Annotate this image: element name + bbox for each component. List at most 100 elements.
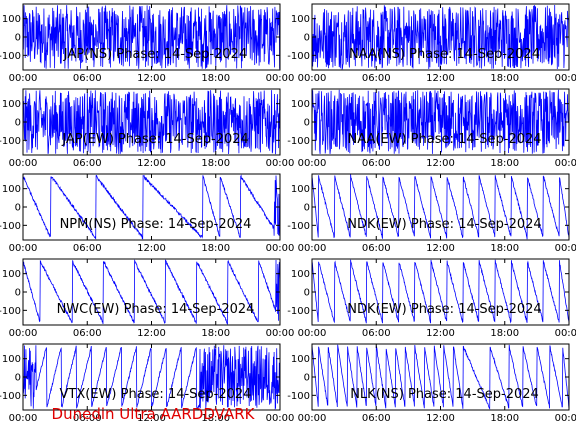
panel-title: NLK(NS) Phase: 14-Sep-2024 (350, 387, 539, 402)
y-tick-label: 100 (2, 14, 21, 25)
footer-credit: Dunedin Ultra AARDDVARK (52, 405, 256, 423)
x-tick-label: 06:00 (362, 243, 391, 254)
x-tick-label: 18:00 (490, 413, 519, 424)
phase-series-line (312, 174, 569, 240)
x-tick-label: 18:00 (201, 413, 230, 424)
y-tick-label: 0 (304, 118, 310, 129)
y-tick-label: -100 (0, 391, 21, 402)
y-tick-label: 100 (291, 354, 310, 365)
x-tick-label: 00:00 (555, 328, 576, 339)
phase-series-line (312, 344, 569, 410)
x-tick-label: 06:00 (362, 158, 391, 169)
y-tick-label: 0 (15, 118, 21, 129)
x-tick-label: 00:00 (266, 73, 295, 84)
x-tick-label: 00:00 (298, 413, 327, 424)
chart-panel-4: 100 0 -100 00:00 06:00 12:00 18:00 00:00 NAA(EW)… (287, 88, 576, 169)
phase-series-line (312, 4, 569, 70)
panel-title: NPM(NS) Phase: 14-Sep-2024 (60, 217, 252, 232)
x-tick-label: 06:00 (362, 73, 391, 84)
x-tick-label: 12:00 (137, 243, 166, 254)
chart-panel-5: 100 0 -100 00:00 06:00 12:00 18:00 00:00 NPM(NS)… (0, 173, 295, 254)
x-tick-label: 12:00 (137, 413, 166, 424)
panel-title: NAA(EW) Phase: 14-Sep-2024 (347, 132, 541, 147)
y-tick-label: 0 (304, 33, 310, 44)
y-tick-label: -100 (287, 136, 310, 147)
x-tick-label: 00:00 (266, 243, 295, 254)
x-tick-label: 00:00 (555, 413, 576, 424)
y-tick-label: 0 (304, 288, 310, 299)
x-tick-label: 12:00 (137, 328, 166, 339)
x-tick-label: 12:00 (426, 158, 455, 169)
y-tick-label: 0 (15, 373, 21, 384)
y-tick-label: -100 (287, 391, 310, 402)
y-tick-label: 100 (2, 269, 21, 280)
x-tick-label: 12:00 (426, 413, 455, 424)
x-tick-label: 12:00 (137, 73, 166, 84)
chart-panel-6: 100 0 -100 00:00 06:00 12:00 18:00 00:00 NDK(EW)… (287, 173, 576, 254)
y-tick-label: 100 (291, 184, 310, 195)
panel-title: VTX(EW) Phase: 14-Sep-2024 (60, 387, 252, 402)
y-tick-label: -100 (0, 306, 21, 317)
chart-panel-9: 100 0 -100 00:00 06:00 12:00 18:00 00:00 VTX(EW)… (0, 343, 295, 424)
x-tick-label: 18:00 (201, 73, 230, 84)
y-tick-label: -100 (0, 51, 21, 62)
x-tick-label: 00:00 (9, 73, 38, 84)
y-tick-label: 100 (291, 99, 310, 110)
x-tick-label: 00:00 (298, 73, 327, 84)
x-tick-label: 18:00 (490, 328, 519, 339)
chart-panel-10: 100 0 -100 00:00 06:00 12:00 18:00 00:00 NLK(NS)… (287, 343, 576, 424)
x-tick-label: 12:00 (426, 73, 455, 84)
x-tick-label: 06:00 (73, 413, 102, 424)
phase-series-line (23, 259, 280, 325)
x-tick-label: 18:00 (490, 243, 519, 254)
chart-panel-7: 100 0 -100 00:00 06:00 12:00 18:00 00:00 NWC(EW)… (0, 258, 295, 339)
y-tick-label: -100 (287, 221, 310, 232)
x-tick-label: 06:00 (362, 328, 391, 339)
y-tick-label: 100 (291, 269, 310, 280)
chart-panel-1: 100 0 -100 00:00 06:00 12:00 18:00 00:00 JAP(NS)… (0, 3, 295, 84)
y-tick-label: 100 (291, 14, 310, 25)
x-tick-label: 18:00 (201, 243, 230, 254)
chart-panel-2: 100 0 -100 00:00 06:00 12:00 18:00 00:00 NAA(NS)… (287, 3, 576, 84)
y-tick-label: 0 (15, 33, 21, 44)
x-tick-label: 18:00 (490, 73, 519, 84)
panel-title: JAP(NS) Phase: 14-Sep-2024 (63, 47, 247, 62)
x-tick-label: 00:00 (298, 328, 327, 339)
y-tick-label: -100 (287, 51, 310, 62)
phase-series-line (23, 90, 280, 155)
y-tick-label: 100 (2, 354, 21, 365)
x-tick-label: 00:00 (266, 413, 295, 424)
x-tick-label: 06:00 (73, 158, 102, 169)
x-tick-label: 18:00 (490, 158, 519, 169)
x-tick-label: 18:00 (201, 328, 230, 339)
phase-series-line (23, 174, 280, 240)
y-tick-label: 0 (15, 203, 21, 214)
x-tick-label: 06:00 (362, 413, 391, 424)
panel-title: NDK(EW) Phase: 14-Sep-2024 (347, 217, 541, 232)
phase-series-line (312, 259, 569, 324)
x-tick-label: 12:00 (426, 243, 455, 254)
y-tick-label: -100 (0, 136, 21, 147)
phase-series-line (312, 89, 569, 154)
x-tick-label: 00:00 (9, 328, 38, 339)
x-tick-label: 00:00 (266, 328, 295, 339)
y-tick-label: -100 (287, 306, 310, 317)
y-tick-label: -100 (0, 221, 21, 232)
x-tick-label: 00:00 (9, 413, 38, 424)
y-tick-label: 100 (2, 184, 21, 195)
x-tick-label: 06:00 (73, 73, 102, 84)
x-tick-label: 00:00 (9, 158, 38, 169)
chart-panel-8: 100 0 -100 00:00 06:00 12:00 18:00 00:00 NDK(EW)… (287, 258, 576, 339)
x-tick-label: 00:00 (298, 243, 327, 254)
x-tick-label: 06:00 (73, 328, 102, 339)
x-tick-label: 00:00 (555, 243, 576, 254)
x-tick-label: 00:00 (266, 158, 295, 169)
x-tick-label: 06:00 (73, 243, 102, 254)
panel-title: JAP(EW) Phase: 14-Sep-2024 (61, 132, 249, 147)
y-tick-label: 0 (304, 203, 310, 214)
y-tick-label: 100 (2, 99, 21, 110)
x-tick-label: 12:00 (426, 328, 455, 339)
panel-title: NAA(NS) Phase: 14-Sep-2024 (349, 47, 540, 62)
y-tick-label: 0 (304, 373, 310, 384)
